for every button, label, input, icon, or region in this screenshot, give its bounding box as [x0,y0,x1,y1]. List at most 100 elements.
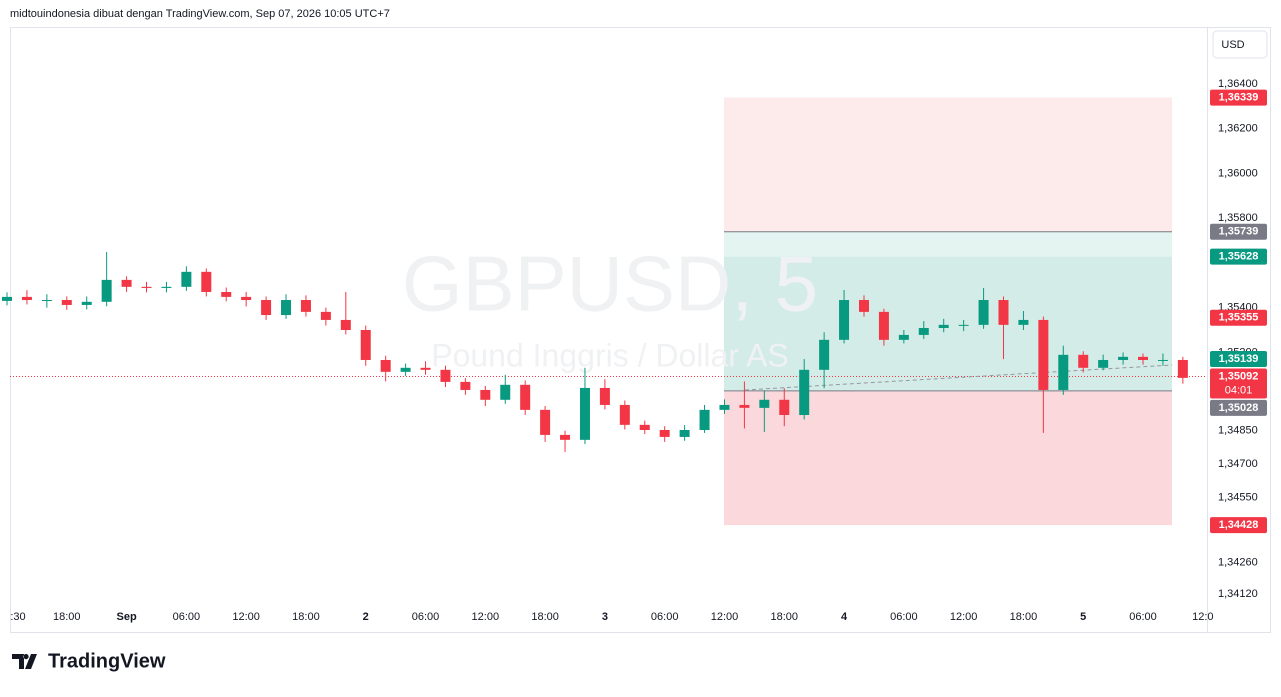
candle-body [540,409,551,435]
candle-body [520,384,531,410]
y-tick-label: 1,36400 [1218,78,1258,90]
x-tick-label: 06:00 [173,611,201,623]
currency-button[interactable] [1212,30,1268,59]
plot [2,251,1188,452]
x-tick-label: 3 [602,611,608,623]
price-badge-label: 1,35028 [1219,402,1259,414]
price-badge-label: 1,35628 [1219,251,1259,263]
x-tick-label: 18:00 [531,611,559,623]
price-badge [1210,223,1267,240]
candle-body [261,300,272,316]
candle-body [320,311,331,320]
x-tick-label: 18:00 [1010,611,1038,623]
candle-body [1098,359,1109,368]
x-tick-label: 4 [841,611,848,623]
candle-body [420,367,431,370]
position-zone [724,231,1172,257]
x-tick-label: 12:00 [472,611,500,623]
candle-body [121,279,132,287]
x-tick-label: 12:00 [232,611,260,623]
candle-body [1138,356,1149,360]
candle-body [41,300,52,302]
candle-body [101,279,112,302]
price-badge [1210,89,1267,106]
candle-body [360,330,371,360]
candle-body [380,359,391,372]
candle-body [1118,356,1129,360]
price-badge-label: 1,34428 [1219,519,1259,531]
candle-body [480,389,491,400]
candle-body [400,367,411,372]
price-badge-label: 1,36339 [1219,91,1259,103]
price-badge [1210,248,1267,265]
price-badge [1210,309,1267,326]
candle-body [878,311,889,340]
price-badge [1210,351,1267,368]
candle-body [858,300,869,312]
y-tick-label: 1,34120 [1218,588,1258,600]
candle-body [819,339,830,370]
x-tick-label: 5 [1080,611,1086,623]
candle-body [998,300,1009,325]
candle-body [958,324,969,326]
position-zone [724,97,1172,232]
candle-body [440,369,451,382]
price-badge [1210,368,1267,399]
position-zone [724,390,1172,526]
price-badge-label: 1,35092 [1219,370,1259,382]
y-tick-label: 1,36200 [1218,123,1258,135]
price-badge-label: 1,35739 [1219,226,1259,238]
trend-line [744,364,1173,391]
header: midtouindonesia dibuat dengan TradingVie… [10,8,390,20]
watermark-description: Pound Inggris / Dollar AS [431,337,789,373]
candle-body [560,434,571,440]
price-badge [1210,517,1267,534]
x-tick-label: Sep [116,611,136,623]
watermark-symbol: GBPUSD, 5 [402,240,818,328]
candle-body [2,296,12,301]
candle-body [1018,319,1029,325]
candle-body [460,381,471,390]
x-tick-label: :30 [10,611,25,623]
y-tick-label: 1,36000 [1218,167,1258,179]
x-tick-label: 18:00 [53,611,81,623]
candle-body [201,271,212,292]
x-tick-label: 06:00 [651,611,679,623]
candle-body [300,300,311,312]
candle-body [1038,319,1049,390]
position-zones [10,97,1207,526]
price-badge [1210,399,1267,416]
x-tick-label: 12:0 [1192,611,1213,623]
x-tick-label: 12:00 [950,611,978,623]
candle-body [81,301,92,305]
x-tick-label: 06:00 [412,611,440,623]
candle-body [898,334,909,340]
candle-body [938,324,949,328]
candle-body [799,369,810,416]
candle-body [839,300,850,340]
y-tick-label: 1,34550 [1218,492,1258,504]
x-tick-label: 18:00 [771,611,799,623]
candle-body [659,429,670,437]
candle-body [340,319,351,330]
y-tick-label: 1,35800 [1218,212,1258,224]
candle-body [978,300,989,325]
price-badge-label: 1,35355 [1219,312,1259,324]
candle-body [918,327,929,335]
chart-frame [10,27,1271,633]
x-tick-label: 18:00 [292,611,320,623]
candle-body [1157,359,1168,361]
candle-body [1078,354,1089,368]
x-tick-label: 06:00 [1129,611,1157,623]
currency: USD [1221,39,1244,51]
candle-body [500,384,511,400]
candle-body [281,300,292,316]
logo: TradingView [12,650,166,672]
candle-body [699,409,710,430]
candle-body [579,387,590,440]
candle-body [679,429,690,437]
x-tick-label: 06:00 [890,611,918,623]
y-tick-label: 1,34260 [1218,557,1258,569]
